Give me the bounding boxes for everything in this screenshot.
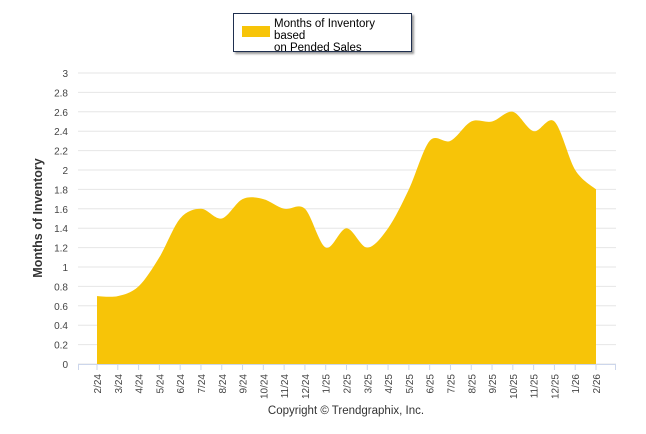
legend-line-1: Months of Inventory based: [274, 18, 375, 42]
x-tick-label: 1/26: [571, 374, 582, 394]
x-tick-label: 2/24: [93, 374, 104, 394]
x-tick-label: 5/24: [155, 374, 166, 394]
legend-line-2: on Pended Sales: [274, 42, 362, 54]
legend[interactable]: Months of Inventory based on Pended Sales: [233, 13, 412, 54]
x-tick-label: 2/26: [592, 374, 603, 394]
x-tick-label: 4/24: [135, 374, 146, 394]
y-tick-label: 1: [62, 263, 68, 274]
x-tick-label: 10/25: [509, 374, 520, 399]
y-tick-label: 1.8: [54, 185, 68, 196]
y-tick-label: 0.4: [54, 321, 68, 332]
x-tick-label: 3/25: [363, 374, 374, 394]
x-tick-label: 6/25: [426, 374, 437, 394]
x-tick-label: 11/25: [530, 374, 541, 399]
y-axis-title: Months of Inventory: [31, 158, 45, 277]
x-tick-label: 4/25: [384, 374, 395, 394]
x-tick-label: 12/24: [301, 374, 312, 399]
x-tick-label: 10/24: [259, 374, 270, 399]
y-tick-label: 2.4: [54, 127, 68, 138]
y-tick-label: 2.8: [54, 88, 68, 99]
y-tick-label: 3: [62, 69, 68, 80]
x-tick-label: 7/24: [197, 374, 208, 394]
y-tick-label: 0: [62, 360, 68, 371]
x-tick-label: 2/25: [343, 374, 354, 394]
x-tick-label: 8/24: [218, 374, 229, 394]
x-tick-label: 8/25: [467, 374, 478, 394]
legend-label: Months of Inventory based on Pended Sales: [274, 18, 408, 54]
x-tick-label: 6/24: [176, 374, 187, 394]
y-tick-label: 0.2: [54, 341, 68, 352]
x-tick-label: 5/25: [405, 374, 416, 394]
y-tick-label: 1.4: [54, 224, 68, 235]
x-tick-label: 11/24: [280, 374, 291, 399]
x-tick-label: 1/25: [322, 374, 333, 394]
x-tick-label: 12/25: [550, 374, 561, 399]
y-tick-label: 2: [62, 166, 68, 177]
legend-swatch: [242, 26, 270, 37]
x-tick-label: 9/24: [239, 374, 250, 394]
x-tick-label: 7/25: [446, 374, 457, 394]
y-tick-label: 0.8: [54, 282, 68, 293]
x-tick-label: 9/25: [488, 374, 499, 394]
y-tick-label: 1.2: [54, 244, 68, 255]
area-series: [97, 111, 596, 364]
y-tick-label: 1.6: [54, 205, 68, 216]
copyright-credit: Copyright © Trendgraphix, Inc.: [268, 405, 424, 417]
y-tick-label: 2.6: [54, 108, 68, 119]
y-tick-label: 0.6: [54, 302, 68, 313]
y-tick-label: 2.2: [54, 147, 68, 158]
x-tick-label: 3/24: [114, 374, 125, 394]
